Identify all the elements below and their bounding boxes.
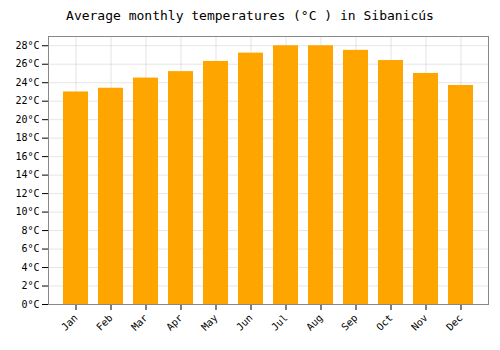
svg-text:Nov: Nov bbox=[409, 312, 430, 333]
svg-text:18°C: 18°C bbox=[15, 132, 39, 143]
svg-text:Jul: Jul bbox=[269, 312, 290, 333]
svg-text:20°C: 20°C bbox=[15, 114, 39, 125]
svg-text:16°C: 16°C bbox=[15, 151, 39, 162]
svg-text:Sep: Sep bbox=[339, 312, 360, 333]
svg-text:26°C: 26°C bbox=[15, 58, 39, 69]
svg-text:May: May bbox=[199, 312, 220, 333]
svg-text:Jun: Jun bbox=[234, 312, 255, 333]
svg-text:12°C: 12°C bbox=[15, 188, 39, 199]
svg-text:0°C: 0°C bbox=[21, 299, 39, 310]
svg-text:Mar: Mar bbox=[129, 312, 150, 333]
svg-text:2°C: 2°C bbox=[21, 280, 39, 291]
svg-text:8°C: 8°C bbox=[21, 225, 39, 236]
html-text:Average monthly temperatures (: Average monthly temperatures (°C ) in Si… bbox=[66, 8, 434, 23]
svg-text:14°C: 14°C bbox=[15, 169, 39, 180]
svg-text:Aug: Aug bbox=[304, 312, 325, 333]
svg-text:Oct: Oct bbox=[374, 312, 395, 333]
svg-text:Apr: Apr bbox=[164, 312, 185, 333]
svg-text:24°C: 24°C bbox=[15, 77, 39, 88]
svg-text:Dec: Dec bbox=[444, 312, 465, 333]
svg-text:Jan: Jan bbox=[59, 312, 80, 333]
svg-text:28°C: 28°C bbox=[15, 40, 39, 51]
svg-text:10°C: 10°C bbox=[15, 206, 39, 217]
svg-text:4°C: 4°C bbox=[21, 262, 39, 273]
svg-text:22°C: 22°C bbox=[15, 95, 39, 106]
svg-text:Feb: Feb bbox=[94, 312, 115, 333]
svg-text:6°C: 6°C bbox=[21, 243, 39, 254]
